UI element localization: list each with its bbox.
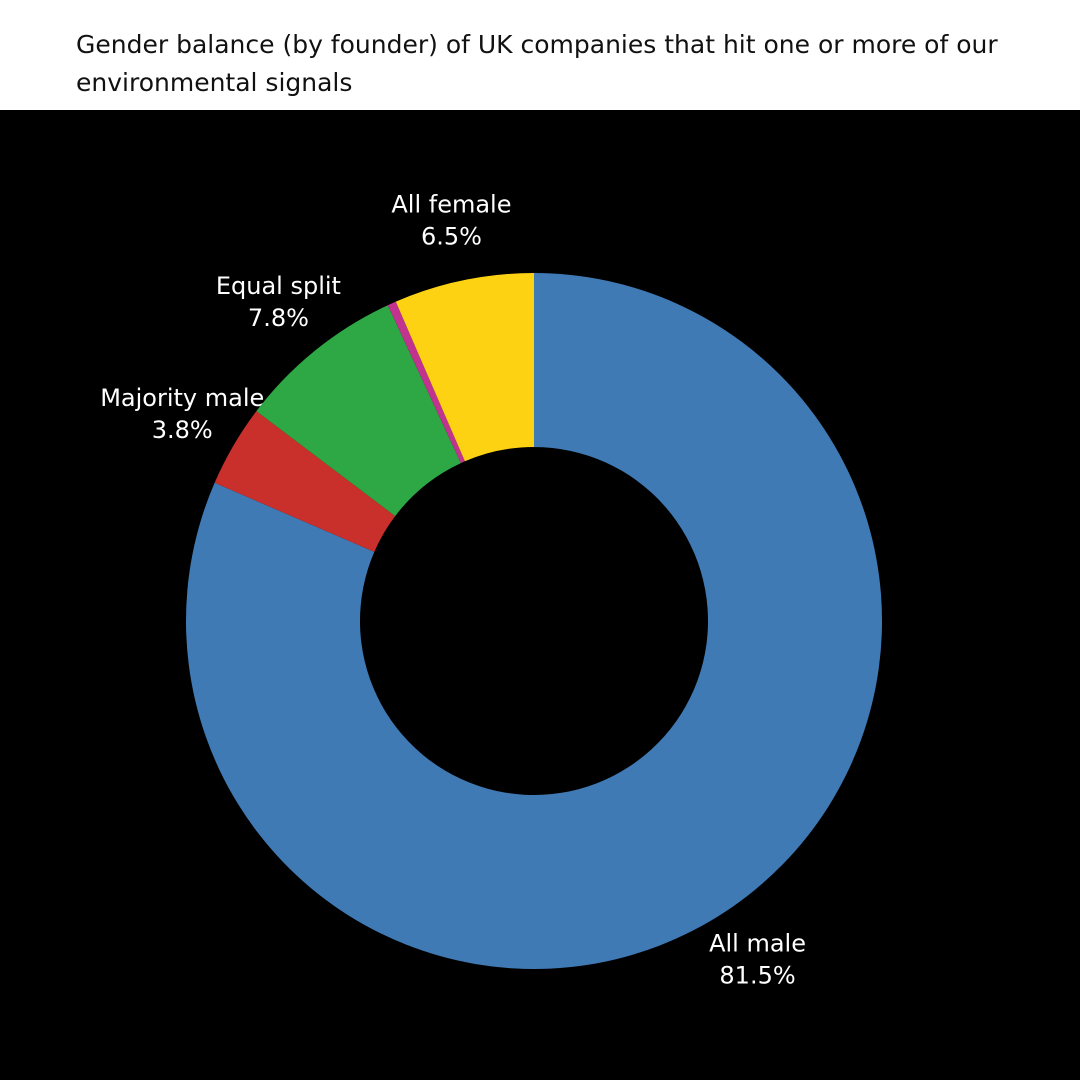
donut-segment <box>387 301 465 464</box>
segment-label: Equal split 7.8% <box>216 272 341 332</box>
category-label: All female <box>391 190 511 218</box>
donut-segment <box>185 273 882 969</box>
segment-label: Majority male 3.8% <box>100 384 264 444</box>
category-label: Majority male <box>100 384 264 412</box>
donut-segment <box>395 273 534 462</box>
value-label: 3.8% <box>152 416 213 444</box>
value-label: 81.5% <box>719 961 795 989</box>
category-label: All male <box>709 929 806 957</box>
segment-label: All male 81.5% <box>709 929 806 989</box>
value-label: 7.8% <box>248 304 309 332</box>
segment-label: All female 6.5% <box>391 190 511 250</box>
donut-segment <box>214 411 396 552</box>
title-band: Gender balance (by founder) of UK compan… <box>0 0 1080 110</box>
chart-title: Gender balance (by founder) of UK compan… <box>76 30 998 97</box>
value-label: 6.5% <box>421 222 482 250</box>
donut-segment <box>256 305 461 517</box>
category-label: Equal split <box>216 272 341 300</box>
